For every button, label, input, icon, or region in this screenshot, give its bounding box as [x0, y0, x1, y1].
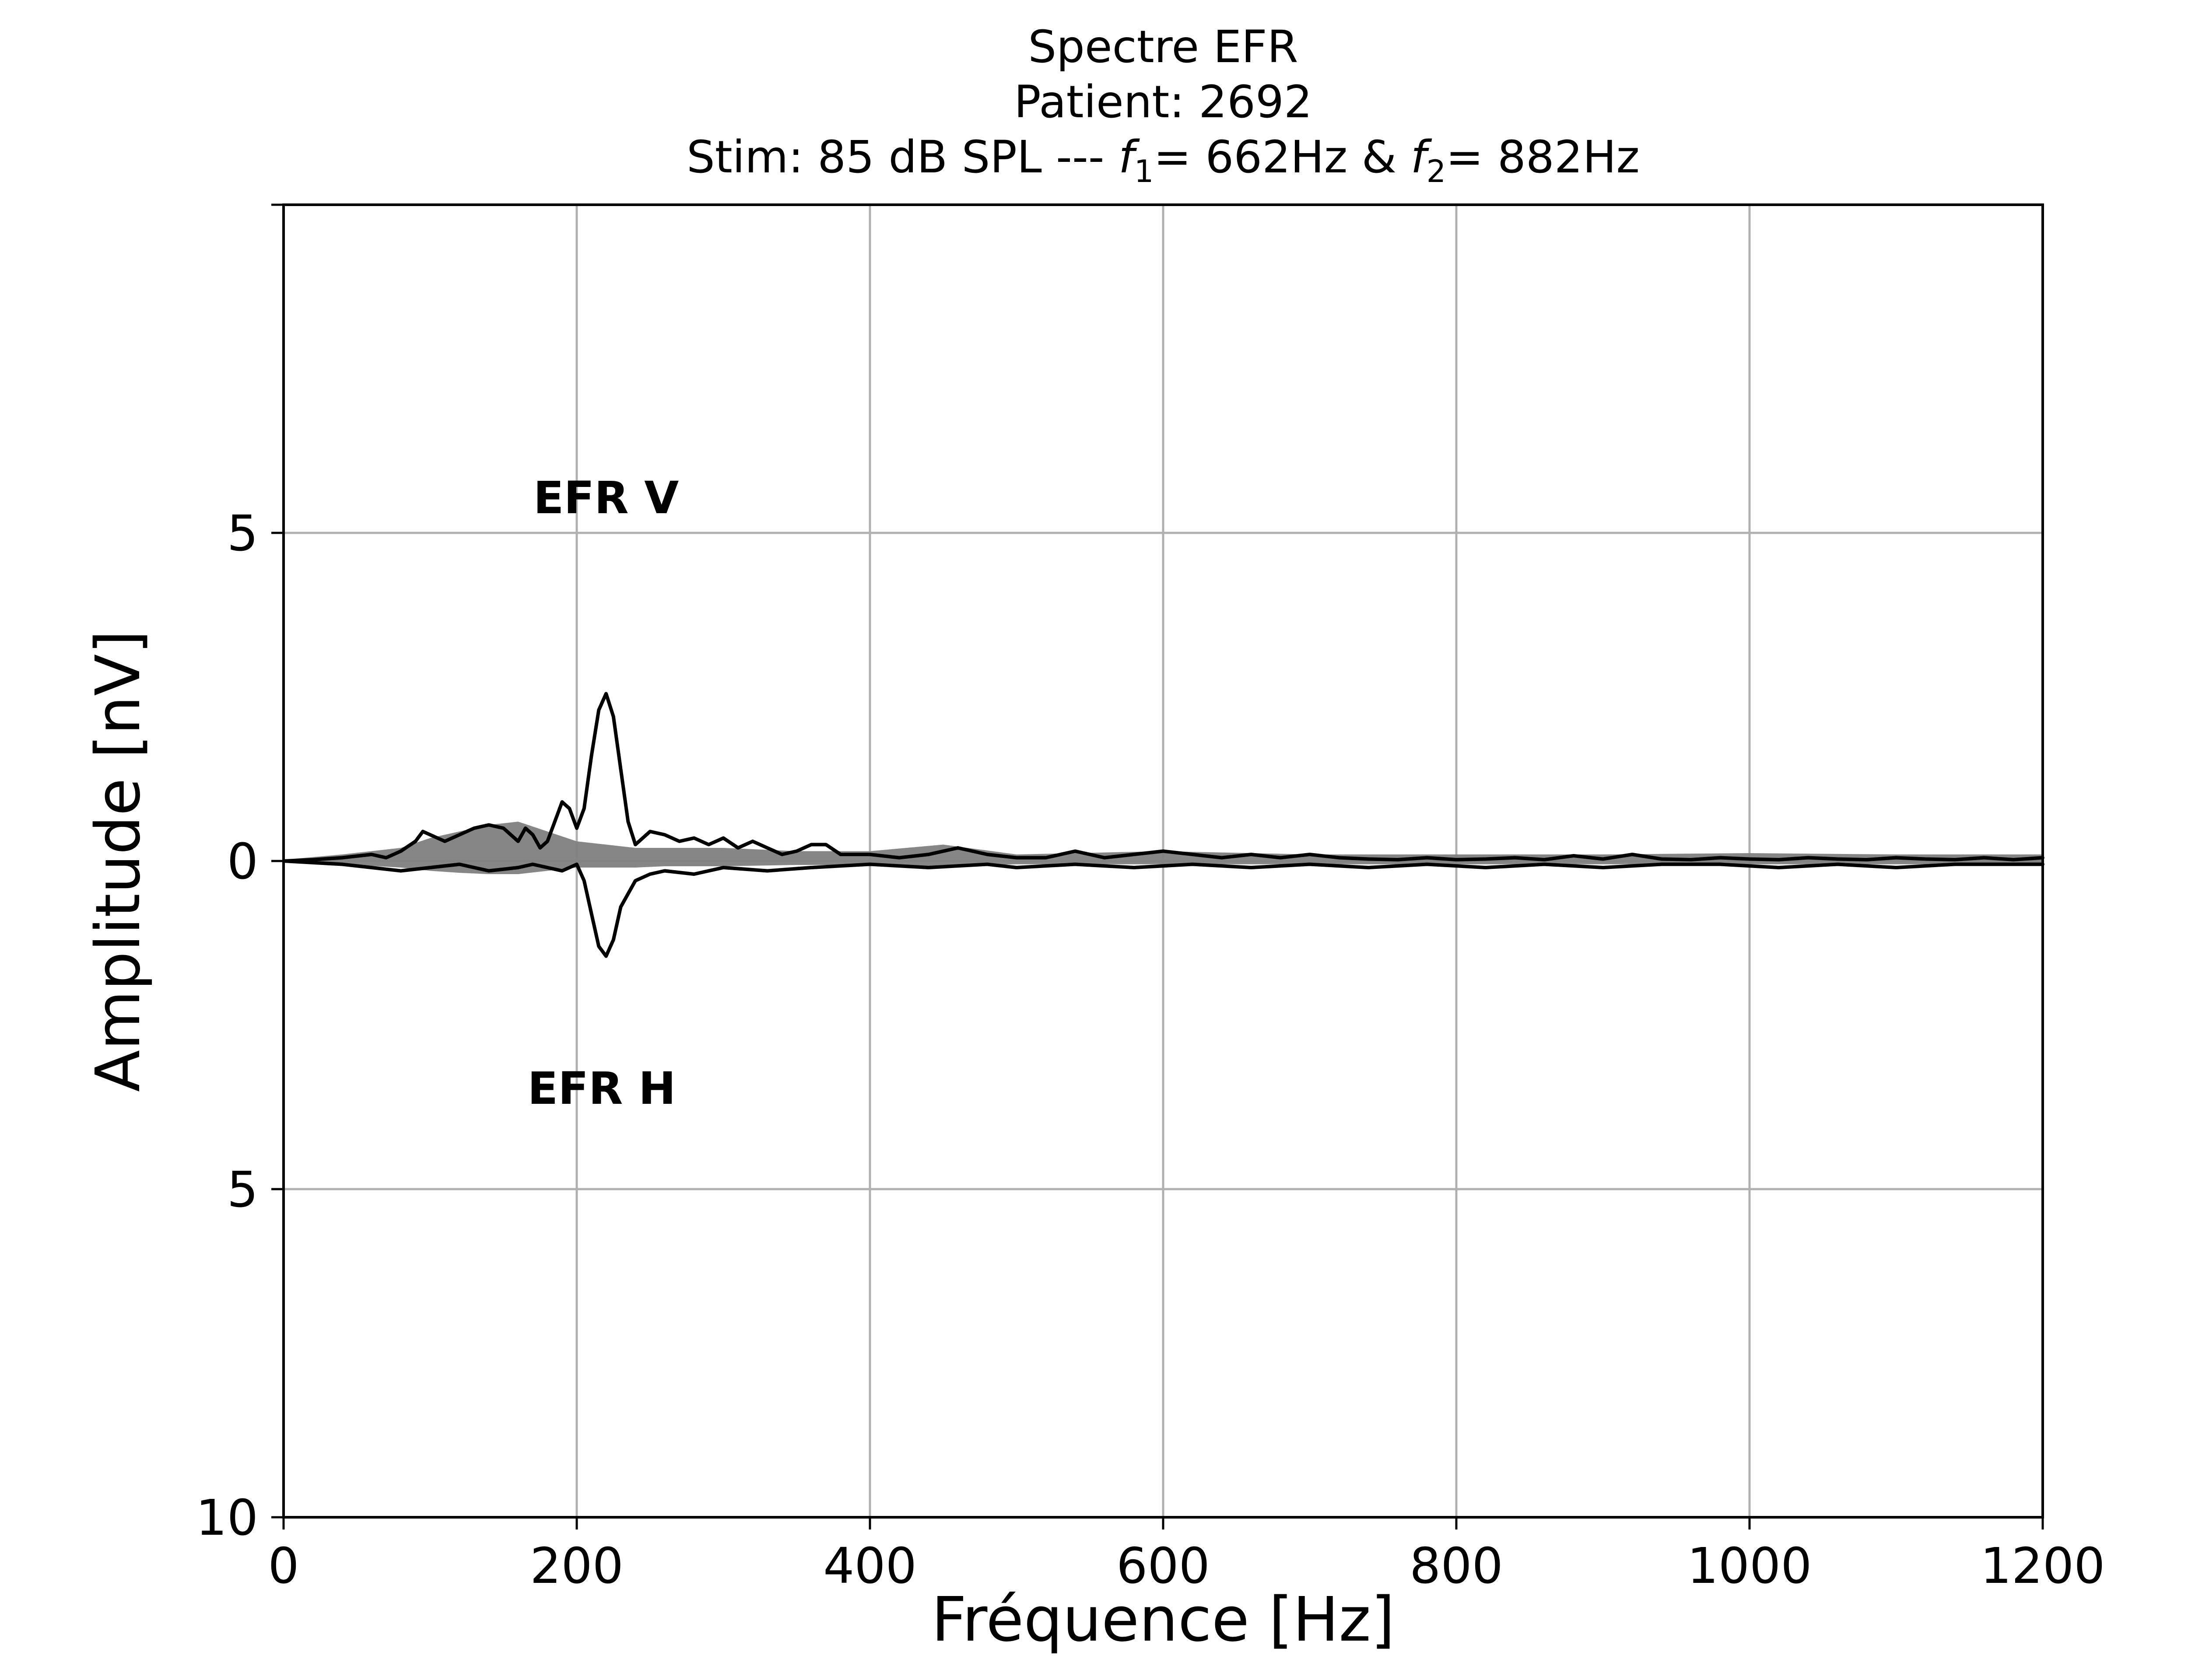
annotations-layer: EFR V EFR H [528, 472, 679, 1115]
y-tick-label: 5 [227, 505, 258, 562]
f2-subscript: 2 [1427, 154, 1446, 189]
x-axis-label: Fréquence [Hz] [931, 1584, 1395, 1656]
chart-title-line1: Spectre EFR [1028, 21, 1298, 73]
f2-value: = 882Hz [1446, 131, 1640, 183]
y-tick-label: 10 [196, 1490, 258, 1547]
annotation-2: EFR H [528, 1063, 676, 1115]
x-tick-label: 0 [268, 1538, 299, 1595]
chart-title-line2: Patient: 2692 [1014, 76, 1312, 128]
x-tick-label: 800 [1410, 1538, 1503, 1595]
y-tick-label: 0 [227, 833, 258, 890]
f1-value: = 662Hz & [1154, 131, 1410, 183]
y-tick-label: 5 [227, 1162, 258, 1218]
x-tick-label: 200 [530, 1538, 624, 1595]
stim-prefix: Stim: 85 dB SPL --- [687, 131, 1119, 183]
annotation-1: EFR V [533, 472, 679, 524]
x-tick-label: 400 [823, 1538, 917, 1595]
f1-subscript: 1 [1134, 154, 1154, 189]
x-tick-label: 1200 [1980, 1538, 2105, 1595]
chart-title-line3: Stim: 85 dB SPL --- f1= 662Hz & f2= 882H… [687, 131, 1640, 189]
x-tick-label: 1000 [1687, 1538, 1812, 1595]
y-axis-label: Amplitude [nV] [83, 630, 154, 1092]
